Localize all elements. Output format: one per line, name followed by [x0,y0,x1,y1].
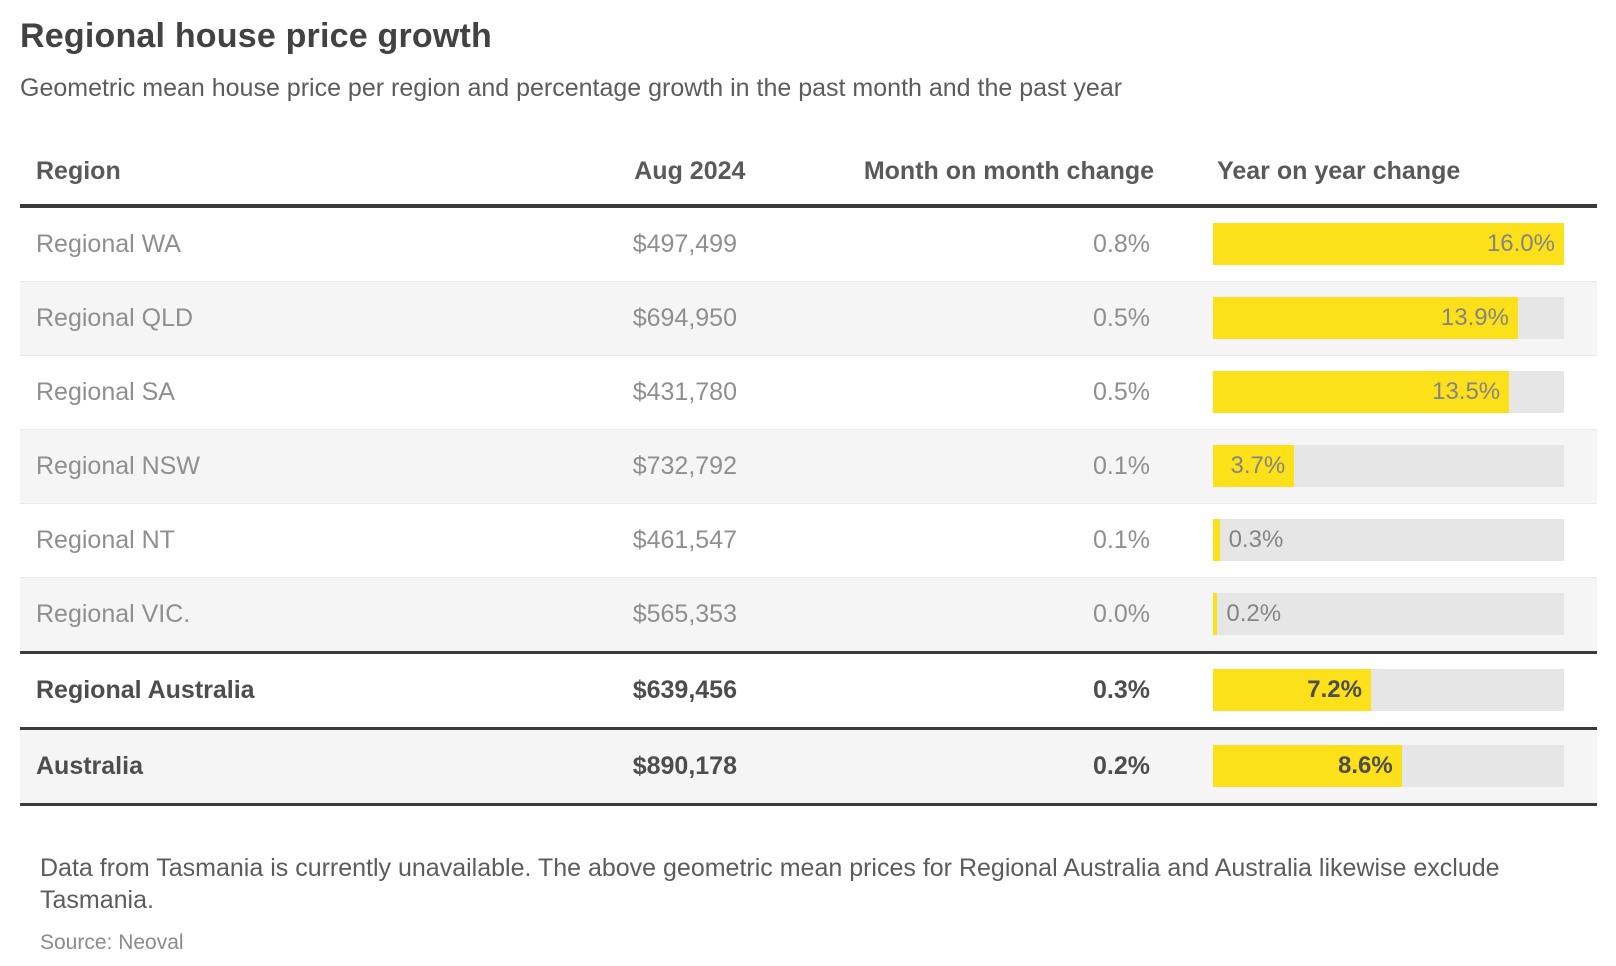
region-cell: Regional SA [36,377,175,406]
yoy-bar-fill [1213,297,1518,340]
column-header-region: Region [36,156,121,185]
price-cell: $461,547 [632,525,737,554]
year-change-cell: 3.7% [1213,445,1564,488]
yoy-bar-track: 13.9% [1213,297,1564,340]
year-change-cell: 8.6% [1213,745,1564,788]
yoy-bar-fill [1213,445,1295,488]
yoy-bar-fill [1213,371,1510,414]
region-cell: Regional NT [36,525,175,554]
region-cell: Australia [36,751,143,780]
yoy-bar-label: 13.9% [1440,304,1509,332]
footnote: Data from Tasmania is currently unavaila… [40,853,1500,915]
price-table: Region Aug 2024 Month on month change Ye… [20,105,1597,806]
yoy-bar-label: 7.2% [1307,676,1362,704]
year-change-cell: 13.9% [1213,297,1564,340]
month-change-cell: 0.0% [1093,599,1150,628]
yoy-bar-label: 13.5% [1432,378,1501,406]
yoy-bar-label: 8.6% [1337,752,1393,780]
column-header-aug-2024: Aug 2024 [634,156,746,185]
price-cell: $565,353 [632,599,737,628]
table-row: Regional WA $497,499 0.8% 16.0% [20,208,1597,281]
price-cell: $890,178 [632,751,737,780]
year-change-cell: 7.2% [1213,669,1564,712]
table-row: Regional NSW $732,792 0.1% 3.7% [20,428,1597,503]
table-row: Regional VIC. $565,353 0.0% 0.2% [20,576,1597,651]
year-change-cell: 13.5% [1213,371,1564,414]
yoy-bar-track: 13.5% [1213,371,1564,414]
region-cell: Regional QLD [36,303,194,332]
month-change-cell: 0.5% [1093,303,1150,332]
page-subtitle: Geometric mean house price per region an… [20,74,1123,103]
price-cell: $431,780 [632,377,737,406]
yoy-bar-fill [1213,593,1218,636]
region-cell: Regional NSW [36,451,200,480]
year-change-cell: 16.0% [1213,223,1564,266]
yoy-bar-track: 16.0% [1213,223,1564,266]
yoy-bar-track: 7.2% [1213,669,1564,712]
month-change-cell: 0.1% [1093,525,1150,554]
month-change-cell: 0.1% [1093,451,1150,480]
yoy-bar-fill [1213,745,1402,788]
table-row: Regional QLD $694,950 0.5% 13.9% [20,280,1597,355]
year-change-cell: 0.2% [1213,593,1564,636]
yoy-bar-track: 0.2% [1213,593,1564,636]
price-cell: $694,950 [632,303,737,332]
yoy-bar-track: 8.6% [1213,745,1564,788]
table-row: Regional Australia $639,456 0.3% 7.2% [20,650,1597,727]
yoy-bar-fill [1213,223,1564,266]
table-body: Regional WA $497,499 0.8% 16.0% Regional… [20,208,1597,806]
page-title: Regional house price growth [20,17,493,55]
price-cell: $497,499 [632,229,737,258]
yoy-bar-track: 3.7% [1213,445,1564,488]
month-change-cell: 0.3% [1093,675,1150,704]
source-credit: Source: Neoval [40,930,184,954]
month-change-cell: 0.5% [1093,377,1150,406]
month-change-cell: 0.2% [1093,751,1150,780]
table-header-row: Region Aug 2024 Month on month change Ye… [20,105,1597,208]
price-cell: $732,792 [632,451,737,480]
region-cell: Regional WA [36,229,181,258]
yoy-bar-label: 0.2% [1226,600,1282,628]
table-row: Regional NT $461,547 0.1% 0.3% [20,502,1597,577]
yoy-bar-fill [1213,519,1220,562]
price-cell: $639,456 [632,675,737,704]
yoy-bar-track: 0.3% [1213,519,1564,562]
year-change-cell: 0.3% [1213,519,1564,562]
yoy-bar-fill [1213,669,1371,712]
region-cell: Regional Australia [36,675,255,704]
table-row: Australia $890,178 0.2% 8.6% [20,726,1597,806]
yoy-bar-label: 0.3% [1228,526,1284,554]
yoy-bar-label: 16.0% [1486,230,1555,258]
table-row: Regional SA $431,780 0.5% 13.5% [20,354,1597,429]
yoy-bar-label: 3.7% [1230,452,1286,480]
column-header-month-change: Month on month change [863,156,1155,185]
column-header-year-change: Year on year change [1217,156,1461,185]
month-change-cell: 0.8% [1093,229,1150,258]
region-cell: Regional VIC. [36,599,191,628]
